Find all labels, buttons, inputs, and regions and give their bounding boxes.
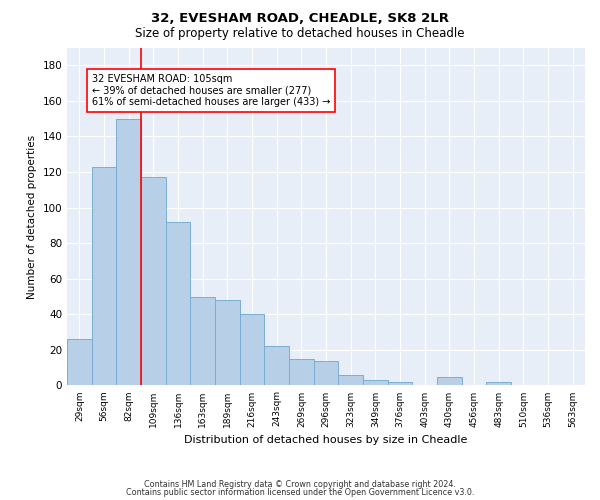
Bar [363, 380, 388, 386]
X-axis label: Distribution of detached houses by size in Cheadle: Distribution of detached houses by size … [184, 435, 468, 445]
Bar [166, 222, 190, 386]
Bar [190, 296, 215, 386]
Bar [289, 359, 314, 386]
Y-axis label: Number of detached properties: Number of detached properties [27, 134, 37, 298]
Bar [338, 375, 363, 386]
Text: 32 EVESHAM ROAD: 105sqm
← 39% of detached houses are smaller (277)
61% of semi-d: 32 EVESHAM ROAD: 105sqm ← 39% of detache… [92, 74, 330, 108]
Bar [240, 314, 265, 386]
Bar [265, 346, 289, 386]
Text: Contains public sector information licensed under the Open Government Licence v3: Contains public sector information licen… [126, 488, 474, 497]
Bar [116, 118, 141, 386]
Text: Contains HM Land Registry data © Crown copyright and database right 2024.: Contains HM Land Registry data © Crown c… [144, 480, 456, 489]
Bar [437, 376, 462, 386]
Bar [314, 360, 338, 386]
Bar [487, 382, 511, 386]
Bar [67, 339, 92, 386]
Bar [215, 300, 240, 386]
Bar [388, 382, 412, 386]
Bar [141, 178, 166, 386]
Text: Size of property relative to detached houses in Cheadle: Size of property relative to detached ho… [135, 28, 465, 40]
Text: 32, EVESHAM ROAD, CHEADLE, SK8 2LR: 32, EVESHAM ROAD, CHEADLE, SK8 2LR [151, 12, 449, 26]
Bar [92, 166, 116, 386]
